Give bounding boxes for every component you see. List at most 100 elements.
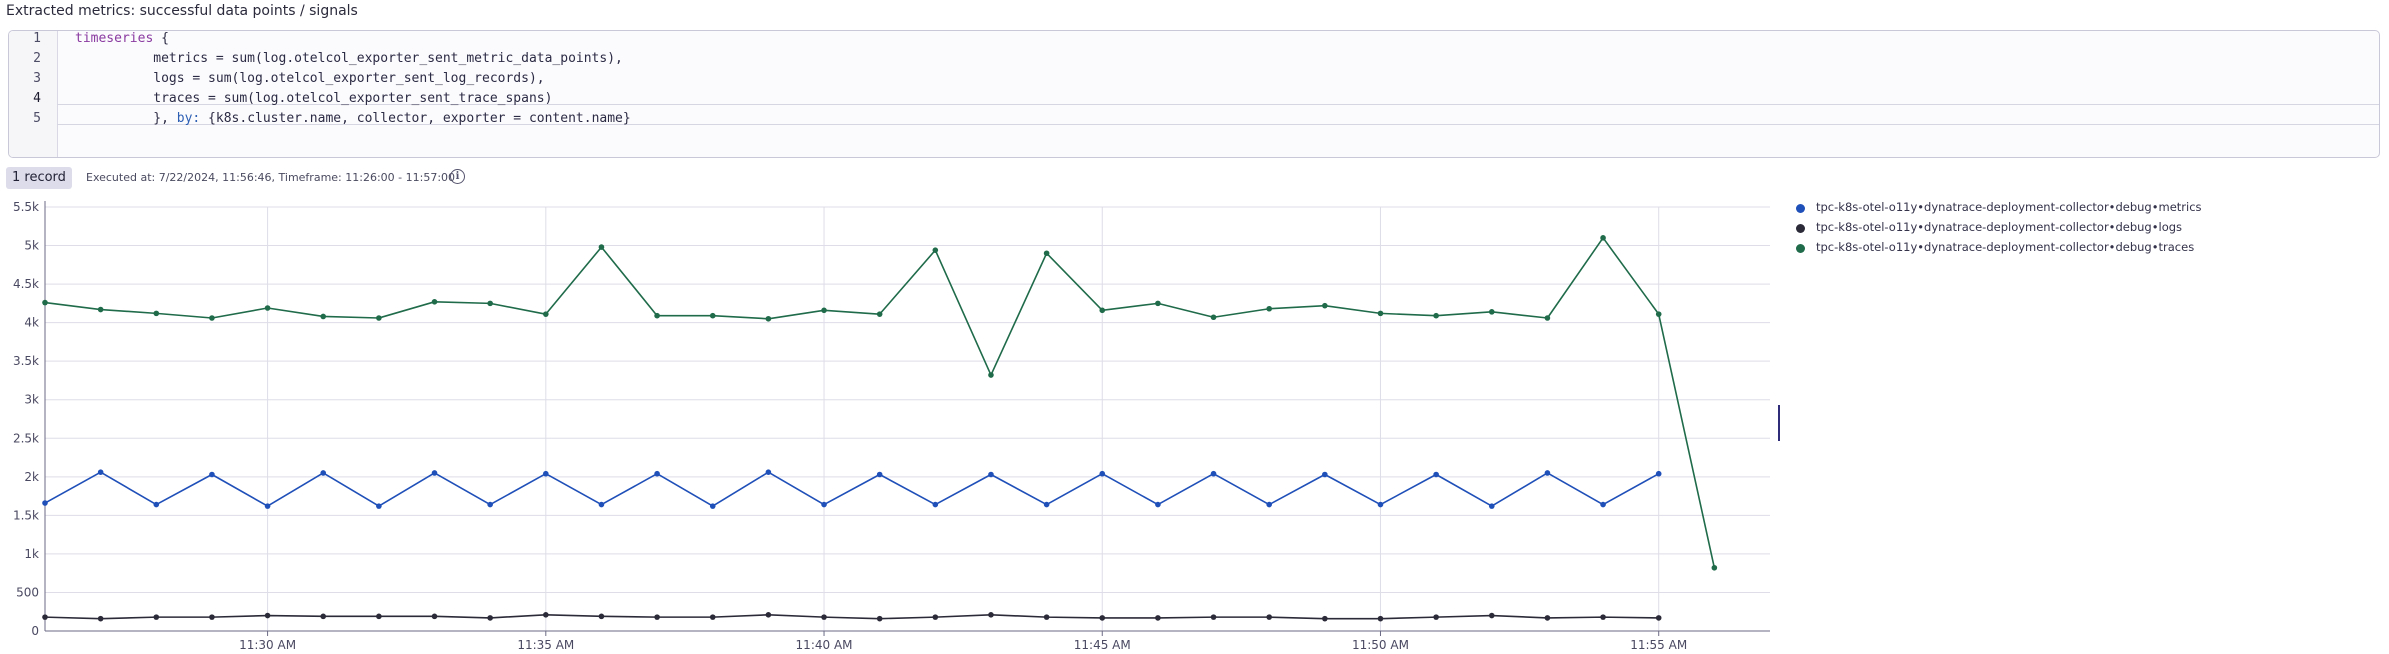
data-point-logs — [654, 614, 660, 620]
data-point-traces — [153, 310, 160, 317]
data-point-metrics — [320, 470, 327, 476]
data-point-metrics — [821, 501, 827, 508]
data-point-traces — [876, 311, 883, 317]
data-point-logs — [543, 612, 549, 618]
line-number: 2 — [33, 51, 41, 66]
data-point-metrics — [654, 470, 660, 477]
y-tick-label: 0 — [31, 624, 39, 638]
data-point-logs — [765, 612, 772, 618]
data-point-metrics — [1488, 503, 1495, 509]
data-point-traces — [1433, 312, 1439, 319]
code-text: {k8s.cluster.name, collector, exporter =… — [200, 111, 631, 126]
legend-label: tpc-k8s-otel-o11y•dynatrace-deployment-c… — [1816, 220, 2183, 234]
code-line[interactable]: }, by: {k8s.cluster.name, collector, exp… — [75, 111, 631, 126]
data-point-traces — [1544, 315, 1551, 321]
y-tick-label: 5k — [24, 239, 39, 253]
data-point-logs — [1655, 615, 1662, 621]
legend-swatch — [1796, 224, 1805, 233]
data-point-logs — [97, 615, 104, 622]
data-point-logs — [1210, 614, 1217, 620]
data-point-traces — [97, 306, 104, 313]
data-point-traces — [1322, 302, 1328, 309]
data-point-metrics — [1600, 501, 1606, 508]
data-point-logs — [1488, 612, 1495, 619]
series-line-metrics — [44, 471, 1660, 507]
data-point-traces — [1600, 235, 1606, 241]
data-point-metrics — [543, 470, 549, 477]
code-text: metrics = sum(log.otelcol_exporter_sent_… — [75, 51, 623, 66]
x-tick-label: 11:55 AM — [1630, 638, 1687, 652]
code-keyword: timeseries — [75, 31, 154, 46]
data-point-metrics — [932, 501, 939, 508]
data-point-logs — [153, 614, 160, 620]
panel-resize-handle[interactable] — [1778, 405, 1780, 441]
legend-swatch — [1796, 244, 1805, 253]
data-point-logs — [1266, 614, 1272, 620]
timeseries-chart[interactable]: 0 500 1k 1.5k 2k 2.5k 3k 3.5k 4k 4.5k 5k 5.5k 11:30 … — [0, 195, 1785, 654]
data-point-logs — [376, 613, 382, 620]
legend-label: tpc-k8s-otel-o11y•dynatrace-deployment-c… — [1816, 200, 2202, 214]
record-count-badge[interactable]: 1 record — [6, 167, 72, 189]
x-tick-label: 11:35 AM — [517, 638, 574, 652]
data-point-metrics — [765, 469, 772, 475]
data-point-metrics — [97, 469, 104, 475]
data-point-logs — [1377, 615, 1384, 622]
x-tick-label: 11:45 AM — [1074, 638, 1131, 652]
data-point-logs — [320, 613, 327, 620]
data-point-metrics — [1377, 501, 1384, 508]
code-keyword: by: — [176, 111, 201, 126]
data-point-logs — [487, 615, 493, 621]
data-point-logs — [1322, 615, 1328, 622]
data-point-logs — [1099, 615, 1106, 621]
code-line[interactable]: timeseries { — [75, 31, 169, 46]
data-point-metrics — [598, 501, 605, 508]
data-point-traces — [320, 313, 327, 320]
data-point-metrics — [988, 471, 994, 478]
data-point-metrics — [209, 471, 215, 478]
data-point-logs — [821, 614, 827, 620]
data-point-logs — [1155, 615, 1161, 621]
code-line[interactable]: metrics = sum(log.otelcol_exporter_sent_… — [75, 51, 623, 66]
data-point-traces — [598, 244, 605, 250]
data-point-logs — [42, 614, 48, 620]
data-point-metrics — [1210, 470, 1217, 477]
query-editor[interactable]: 1 2 3 4 5 timeseries { metrics = sum(log… — [8, 30, 2380, 158]
data-point-logs — [1433, 614, 1439, 620]
data-point-metrics — [1433, 471, 1439, 478]
active-line-highlight — [57, 104, 2379, 125]
legend-swatch — [1796, 204, 1805, 213]
data-point-traces — [1377, 310, 1384, 317]
code-text: }, — [75, 111, 177, 126]
data-point-traces — [431, 299, 438, 305]
data-point-logs — [264, 612, 271, 619]
data-point-traces — [988, 372, 994, 378]
data-point-traces — [376, 315, 382, 321]
legend-label: tpc-k8s-otel-o11y•dynatrace-deployment-c… — [1816, 240, 2195, 254]
info-icon[interactable]: i — [450, 169, 465, 184]
data-point-metrics — [709, 503, 716, 509]
data-point-metrics — [487, 501, 493, 508]
data-point-logs — [876, 615, 883, 622]
data-point-logs — [932, 614, 939, 620]
code-text: logs = sum(log.otelcol_exporter_sent_log… — [75, 71, 545, 86]
data-point-metrics — [153, 501, 160, 508]
data-point-logs — [709, 614, 716, 620]
code-line[interactable]: logs = sum(log.otelcol_exporter_sent_log… — [75, 71, 545, 86]
x-tick-label: 11:50 AM — [1352, 638, 1409, 652]
line-number: 4 — [33, 91, 41, 106]
y-tick-label: 1k — [24, 547, 39, 561]
data-point-traces — [821, 307, 827, 314]
data-point-logs — [1544, 615, 1551, 621]
data-point-traces — [1043, 250, 1050, 257]
data-point-logs — [1600, 614, 1606, 620]
code-text: traces = sum(log.otelcol_exporter_sent_t… — [75, 91, 553, 106]
line-number: 1 — [33, 31, 41, 46]
code-line[interactable]: traces = sum(log.otelcol_exporter_sent_t… — [75, 91, 552, 106]
data-point-traces — [42, 299, 48, 306]
page-title: Extracted metrics: successful data point… — [6, 3, 358, 19]
y-tick-label: 500 — [16, 585, 39, 599]
data-point-metrics — [42, 500, 48, 506]
y-tick-label: 3k — [24, 393, 39, 407]
data-point-metrics — [1099, 470, 1106, 477]
series-line-logs — [44, 614, 1659, 620]
